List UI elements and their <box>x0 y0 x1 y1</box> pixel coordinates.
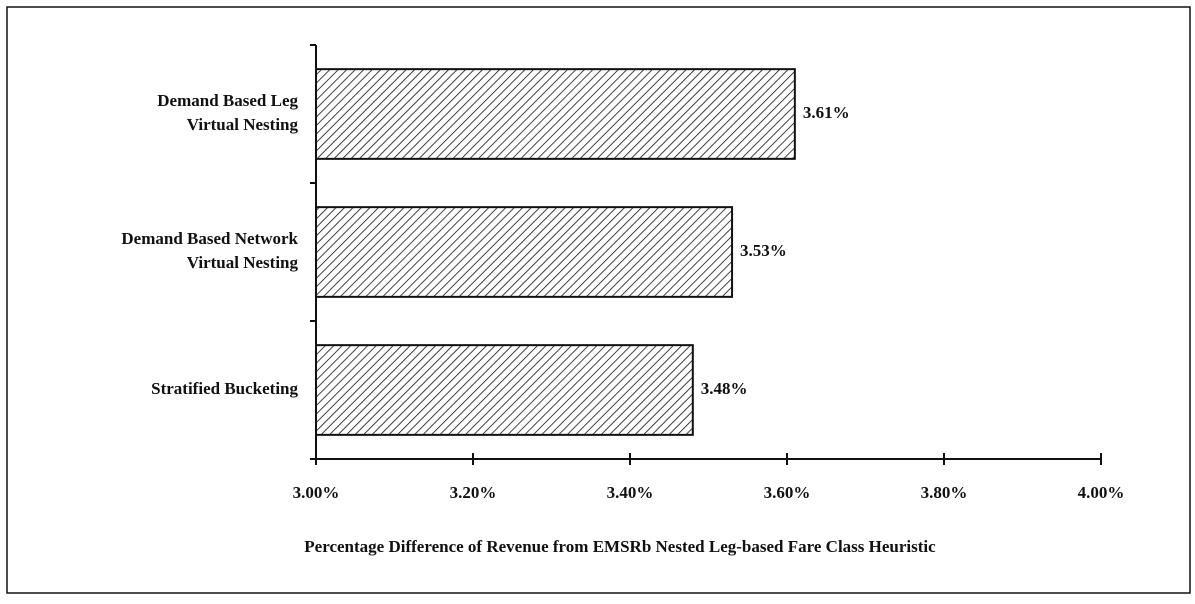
bar <box>315 68 796 160</box>
bar <box>315 344 694 436</box>
frame <box>6 6 1191 594</box>
x-tick-label: 3.60% <box>764 483 811 502</box>
value-label: 3.53% <box>740 241 787 260</box>
x-tick-label: 3.40% <box>607 483 654 502</box>
x-tick-label: 3.80% <box>921 483 968 502</box>
value-label: 3.61% <box>803 103 850 122</box>
x-tick-label: 3.00% <box>293 483 340 502</box>
x-tick-label: 3.20% <box>450 483 497 502</box>
bar <box>315 206 734 298</box>
y-tick-label: Demand Based Leg Virtual Nesting <box>157 91 298 134</box>
x-axis-label: Percentage Difference of Revenue from EM… <box>304 537 936 556</box>
value-label: 3.48% <box>701 379 748 398</box>
x-tick-label: 4.00% <box>1078 483 1125 502</box>
y-tick-label: Demand Based Network Virtual Nesting <box>121 229 298 272</box>
y-tick-label: Stratified Bucketing <box>151 379 298 398</box>
